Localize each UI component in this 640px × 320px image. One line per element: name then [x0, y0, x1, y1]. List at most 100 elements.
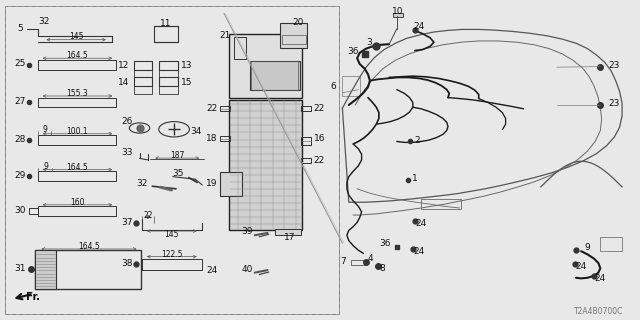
Bar [38, 98, 116, 107]
Text: 15: 15 [180, 78, 192, 87]
Bar [351, 260, 366, 265]
Bar [154, 26, 178, 42]
Bar [301, 158, 311, 163]
Bar [251, 61, 298, 90]
Bar [301, 106, 311, 111]
Text: 34: 34 [191, 127, 202, 136]
Bar [134, 61, 152, 70]
Text: 5: 5 [18, 24, 23, 33]
Text: 24: 24 [413, 22, 425, 31]
Text: 32: 32 [136, 179, 147, 188]
Bar [220, 172, 242, 196]
Text: Fr.: Fr. [26, 292, 40, 302]
Text: 18: 18 [206, 134, 218, 143]
Bar [301, 137, 311, 145]
Text: 22: 22 [143, 211, 152, 220]
Bar [220, 106, 230, 111]
Bar [134, 86, 152, 94]
Text: 155.3: 155.3 [67, 89, 88, 98]
Text: 16: 16 [314, 134, 325, 143]
Bar [421, 199, 461, 209]
Text: 3: 3 [367, 38, 372, 47]
Bar [38, 135, 116, 145]
Text: 21: 21 [219, 31, 230, 40]
Bar [600, 237, 622, 251]
Text: 6: 6 [330, 82, 336, 91]
Text: 39: 39 [241, 228, 253, 236]
Text: 23: 23 [608, 100, 620, 108]
Text: 22: 22 [314, 156, 325, 165]
Text: 24: 24 [413, 247, 425, 256]
Text: 36: 36 [347, 47, 358, 56]
Text: 164.5: 164.5 [78, 242, 100, 251]
Bar [229, 34, 302, 98]
Text: 160: 160 [70, 198, 84, 207]
Bar [250, 61, 300, 90]
Text: 145: 145 [69, 32, 83, 41]
Bar [38, 206, 116, 216]
Text: 24: 24 [206, 266, 218, 275]
Bar [5, 6, 339, 314]
Bar [282, 35, 306, 44]
Text: 14: 14 [118, 78, 129, 87]
Text: 24: 24 [575, 262, 587, 271]
Text: 13: 13 [180, 61, 192, 70]
Text: 164.5: 164.5 [67, 163, 88, 172]
Bar [275, 229, 301, 235]
Bar [159, 70, 178, 77]
Text: 27: 27 [15, 97, 26, 106]
Text: 19: 19 [206, 180, 218, 188]
Text: T2A4B0700C: T2A4B0700C [574, 308, 623, 316]
Bar [35, 250, 141, 289]
Bar [5, 6, 339, 314]
Text: 22: 22 [206, 104, 218, 113]
Bar [159, 77, 178, 86]
Text: 122.5: 122.5 [161, 250, 182, 259]
Text: 36: 36 [379, 239, 390, 248]
Text: 32: 32 [38, 17, 49, 26]
Bar [393, 13, 403, 17]
Text: 33: 33 [122, 148, 133, 157]
Text: 9: 9 [42, 125, 47, 134]
Text: 4: 4 [367, 254, 372, 263]
Text: 29: 29 [15, 171, 26, 180]
Bar [29, 208, 38, 214]
Bar [134, 70, 152, 77]
Bar [134, 77, 152, 86]
Bar [159, 86, 178, 94]
Bar [142, 259, 202, 270]
Bar [38, 60, 116, 70]
Text: 12: 12 [118, 61, 129, 70]
Text: 22: 22 [314, 104, 325, 113]
Text: 40: 40 [241, 265, 253, 274]
Text: 38: 38 [122, 259, 133, 268]
Bar [35, 250, 56, 289]
Bar [220, 136, 230, 141]
Bar [280, 23, 307, 48]
Text: 9: 9 [43, 162, 48, 171]
Bar [234, 37, 246, 59]
Bar [342, 76, 360, 96]
Text: 24: 24 [415, 220, 427, 228]
Text: 2: 2 [415, 136, 420, 145]
Text: 7: 7 [340, 257, 346, 266]
Bar [38, 171, 116, 181]
Text: 25: 25 [15, 60, 26, 68]
Text: 17: 17 [284, 233, 295, 242]
Text: 26: 26 [122, 117, 133, 126]
Text: 20: 20 [292, 18, 304, 27]
Bar [229, 100, 302, 230]
Bar [159, 61, 178, 70]
Text: 30: 30 [15, 206, 26, 215]
Text: 187: 187 [170, 151, 184, 160]
Text: 37: 37 [122, 218, 133, 227]
Text: 24: 24 [595, 274, 606, 283]
Text: 10: 10 [392, 7, 404, 16]
Text: 11: 11 [160, 19, 172, 28]
Text: 9: 9 [585, 244, 590, 252]
Text: 23: 23 [608, 61, 620, 70]
Text: 1: 1 [412, 174, 417, 183]
Text: 8: 8 [380, 264, 385, 273]
Text: 31: 31 [15, 264, 26, 273]
Text: 100.1: 100.1 [67, 127, 88, 136]
